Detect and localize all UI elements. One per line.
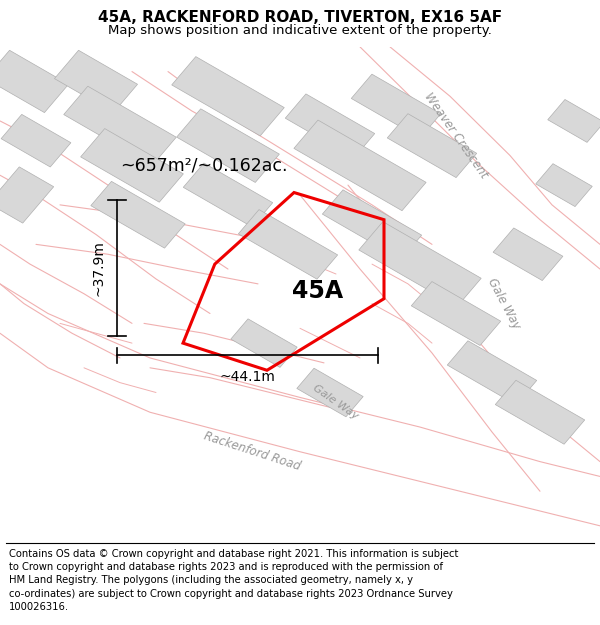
- Polygon shape: [493, 228, 563, 281]
- Polygon shape: [294, 120, 426, 211]
- Polygon shape: [322, 190, 422, 259]
- Polygon shape: [0, 50, 68, 112]
- Polygon shape: [0, 167, 53, 223]
- Text: ~44.1m: ~44.1m: [220, 370, 275, 384]
- Polygon shape: [238, 209, 338, 279]
- Polygon shape: [55, 50, 137, 112]
- Text: 45A, RACKENFORD ROAD, TIVERTON, EX16 5AF: 45A, RACKENFORD ROAD, TIVERTON, EX16 5AF: [98, 10, 502, 25]
- Polygon shape: [1, 114, 71, 167]
- Polygon shape: [411, 281, 501, 346]
- Polygon shape: [351, 74, 441, 138]
- Text: Map shows position and indicative extent of the property.: Map shows position and indicative extent…: [108, 24, 492, 36]
- Text: Contains OS data © Crown copyright and database right 2021. This information is : Contains OS data © Crown copyright and d…: [9, 549, 458, 612]
- Text: ~657m²/~0.162ac.: ~657m²/~0.162ac.: [120, 156, 287, 174]
- Text: Weaver Crescent: Weaver Crescent: [422, 91, 490, 181]
- Polygon shape: [91, 181, 185, 248]
- Polygon shape: [297, 368, 363, 417]
- Text: Gale Way: Gale Way: [311, 383, 361, 422]
- Polygon shape: [231, 319, 297, 368]
- Polygon shape: [387, 114, 477, 178]
- Polygon shape: [183, 163, 273, 227]
- Polygon shape: [359, 222, 481, 307]
- Text: 45A: 45A: [292, 279, 343, 303]
- Polygon shape: [64, 86, 176, 166]
- Polygon shape: [285, 94, 375, 158]
- Polygon shape: [536, 164, 592, 207]
- Polygon shape: [548, 99, 600, 142]
- Polygon shape: [176, 109, 280, 182]
- Text: Rackenford Road: Rackenford Road: [202, 430, 302, 474]
- Text: Gale Way: Gale Way: [485, 276, 523, 331]
- Polygon shape: [172, 57, 284, 136]
- Text: ~37.9m: ~37.9m: [91, 240, 105, 296]
- Polygon shape: [495, 380, 585, 444]
- Polygon shape: [447, 341, 537, 405]
- Polygon shape: [80, 129, 184, 202]
